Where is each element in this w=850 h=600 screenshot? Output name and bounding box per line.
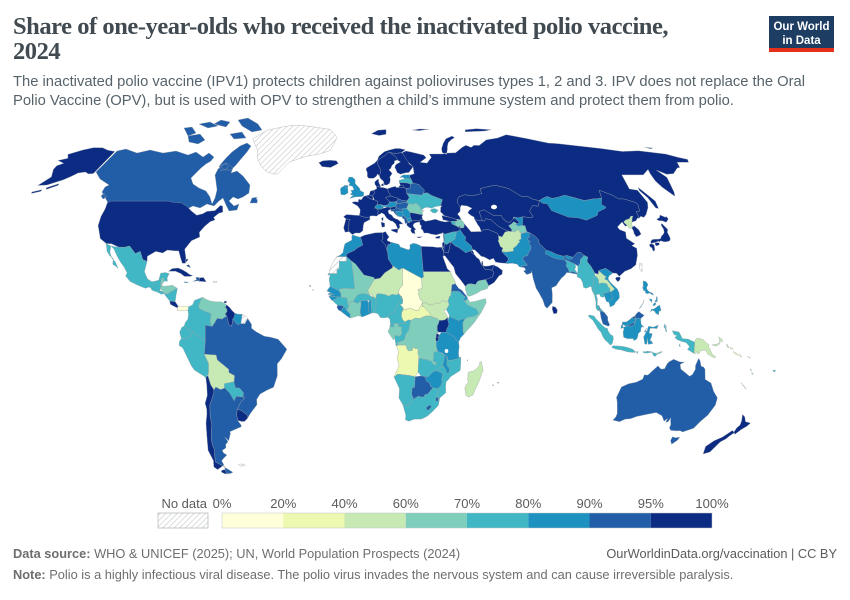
svg-text:20%: 20%: [270, 496, 296, 511]
svg-text:No data: No data: [161, 496, 207, 511]
svg-text:100%: 100%: [695, 496, 729, 511]
svg-text:60%: 60%: [393, 496, 419, 511]
svg-text:40%: 40%: [331, 496, 357, 511]
svg-text:95%: 95%: [638, 496, 664, 511]
svg-text:90%: 90%: [576, 496, 602, 511]
svg-text:70%: 70%: [454, 496, 480, 511]
svg-text:80%: 80%: [515, 496, 541, 511]
svg-text:0%: 0%: [213, 496, 232, 511]
